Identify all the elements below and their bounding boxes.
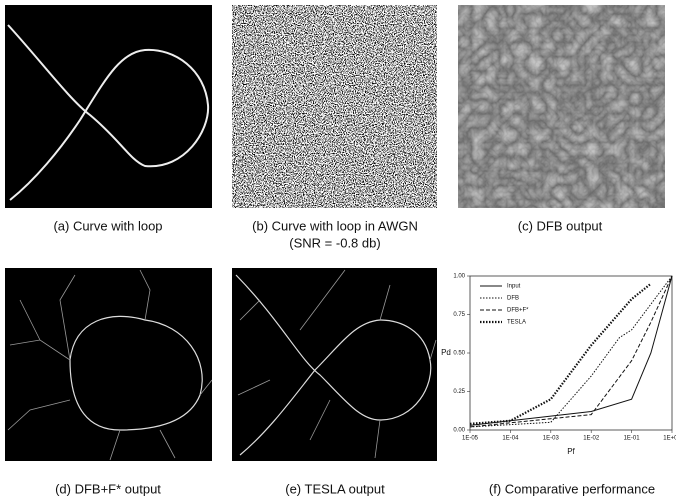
caption: (b) Curve with loop in AWGN xyxy=(252,218,418,233)
legend-label: DFB xyxy=(507,296,519,302)
x-tick-label: 1E-02 xyxy=(583,436,600,442)
caption: (e) TESLA output xyxy=(285,481,385,496)
y-tick-label: 0.50 xyxy=(453,351,465,357)
series-line xyxy=(469,275,673,428)
x-tick-label: 1E-04 xyxy=(502,436,519,442)
x-tick-label: 1E-01 xyxy=(624,436,641,442)
panel-b-image xyxy=(232,5,437,208)
captions: (a) Curve with loop (b) Curve with loop … xyxy=(53,218,655,496)
y-axis-label: Pd xyxy=(441,348,451,357)
x-tick-label: 1E-05 xyxy=(462,436,479,442)
panel-c-image xyxy=(458,5,665,208)
series-line xyxy=(469,282,652,425)
series-line xyxy=(469,275,673,428)
legend-label: Input xyxy=(507,284,521,290)
y-tick-label: 1.00 xyxy=(453,274,465,280)
panel-e-image xyxy=(232,268,437,461)
legend-label: TESLA xyxy=(507,320,526,326)
panel-d-image xyxy=(5,268,213,461)
caption: (a) Curve with loop xyxy=(53,218,162,233)
x-axis-label: Pf xyxy=(567,447,575,456)
caption: (c) DFB output xyxy=(518,218,603,233)
legend-label: DFB+F* xyxy=(507,308,529,314)
y-tick-label: 0.25 xyxy=(453,389,465,395)
panel-a-image xyxy=(5,5,212,208)
caption: (f) Comparative performance xyxy=(489,481,655,496)
caption: (d) DFB+F* output xyxy=(55,481,161,496)
x-tick-label: 1E-03 xyxy=(543,436,560,442)
plot-frame xyxy=(469,275,673,431)
caption: (SNR = -0.8 db) xyxy=(289,235,380,250)
series-line xyxy=(469,275,673,426)
x-tick-label: 1E+00 xyxy=(663,436,676,442)
chart: 0.00 0.25 0.50 0.75 1.00 1E-05 1E-04 1E-03 1E-02… xyxy=(441,274,676,457)
y-tick-label: 0.00 xyxy=(453,428,465,434)
y-tick-label: 0.75 xyxy=(453,312,465,318)
